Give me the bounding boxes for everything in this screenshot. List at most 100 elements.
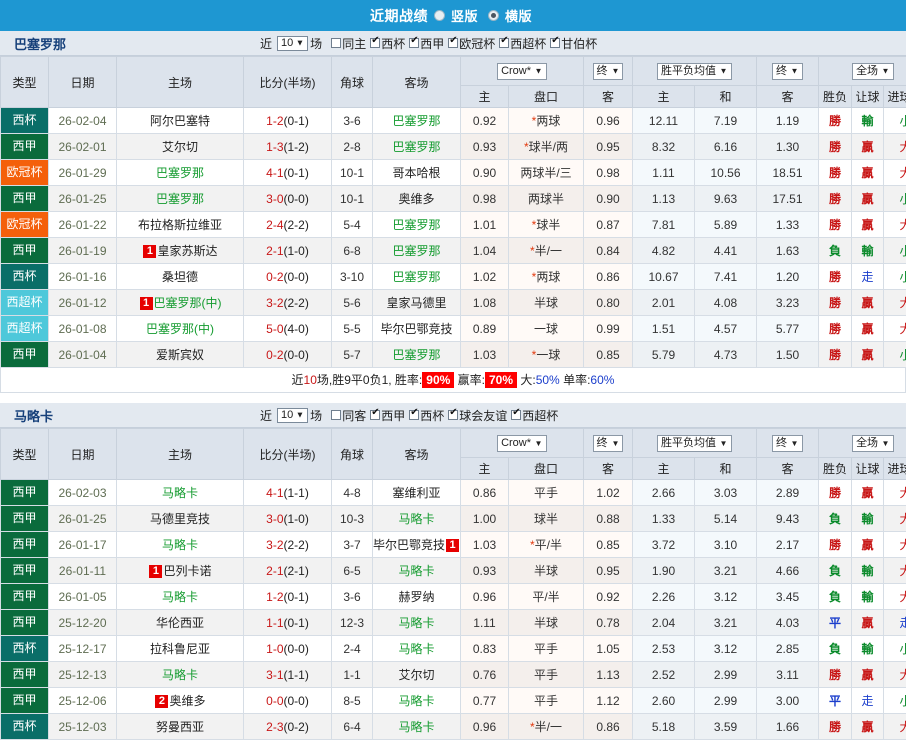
result-wl-cell: 負 bbox=[818, 505, 853, 532]
league-checkbox-2-3[interactable] bbox=[511, 407, 522, 420]
result-ou-cell: 大 bbox=[883, 479, 906, 506]
league-checkbox-1-1[interactable] bbox=[409, 35, 420, 48]
handicap-value: *两球 bbox=[531, 114, 561, 128]
col-type: 类型 bbox=[0, 56, 49, 108]
league-checkbox-1-0[interactable] bbox=[370, 35, 381, 48]
table-row[interactable]: 西甲 26-01-17 马略卡 3-2(2-2) 3-7 毕尔巴鄂竞技 1 1.03 *平/半 0… bbox=[0, 531, 906, 558]
league-checkbox-2-1[interactable] bbox=[409, 407, 420, 420]
scope-select-1[interactable]: 全场 ▼ bbox=[852, 62, 894, 80]
result-handicap: 贏 bbox=[861, 720, 874, 734]
stage-select-2[interactable]: 终 ▼ bbox=[592, 434, 624, 452]
table-row[interactable]: 西杯 25-12-17 拉科鲁尼亚 1-0(0-0) 2-4 马略卡 0.83 平手 1.05 2… bbox=[0, 635, 906, 662]
view-radio-horizontal[interactable] bbox=[488, 10, 499, 21]
eu-odds-draw: 4.41 bbox=[713, 243, 738, 258]
result-hc-cell: 輸 bbox=[851, 107, 885, 134]
league-checkbox-2-0[interactable] bbox=[370, 407, 381, 420]
result-wl-cell: 負 bbox=[818, 583, 853, 610]
league-badge: 西甲 bbox=[1, 610, 48, 635]
stage-select-2-2[interactable]: 终 ▼ bbox=[772, 434, 803, 452]
table-row[interactable]: 西杯 25-12-03 努曼西亚 2-3(0-2) 6-4 马略卡 0.96 *半/一 0.86… bbox=[0, 713, 906, 740]
eu-guest-cell: 1.20 bbox=[756, 263, 820, 290]
eu-guest-cell: 3.11 bbox=[756, 661, 820, 688]
table-row[interactable]: 西甲 25-12-13 马略卡 3-1(1-1) 1-1 艾尔切 0.76 平手 1.13 2.5… bbox=[0, 661, 906, 688]
league-checkbox-1-3[interactable] bbox=[499, 35, 510, 48]
summary-hc-label: 赢率: bbox=[457, 373, 485, 387]
same-venue-checkbox-2[interactable] bbox=[331, 410, 342, 420]
avg-select-2[interactable]: 胜平负均值 ▼ bbox=[657, 434, 732, 452]
result-ou-cell: 小 bbox=[883, 341, 906, 368]
table-row[interactable]: 西超杯 26-01-12 1 巴塞罗那(中) 3-2(2-2) 5-6 皇家马德里 1.08 半… bbox=[0, 289, 906, 316]
table-row[interactable]: 西甲 26-01-25 马德里竞技 3-0(1-0) 10-3 马略卡 1.00 球半 0.88… bbox=[0, 505, 906, 532]
recent-suffix-1: 场 bbox=[310, 36, 323, 51]
league-badge: 西甲 bbox=[1, 238, 48, 263]
scope-select-cell-1: 全场 ▼ bbox=[818, 56, 906, 86]
match-date: 25-12-03 bbox=[58, 719, 107, 734]
team-name: 巴塞罗那 bbox=[392, 348, 441, 362]
team-name: 马略卡 bbox=[398, 694, 435, 708]
league-checkbox-1-4[interactable] bbox=[550, 35, 561, 48]
league-label-2-2: 球会友谊 bbox=[459, 408, 508, 423]
company-select-1[interactable]: Crow* ▼ bbox=[497, 62, 547, 80]
result-wl-cell: 勝 bbox=[818, 289, 853, 316]
scope-select-2[interactable]: 全场 ▼ bbox=[852, 434, 894, 452]
result-ou-cell: 大 bbox=[883, 531, 906, 558]
corner-score: 4-8 bbox=[343, 485, 361, 500]
team-name: 皇家马德里 bbox=[386, 296, 447, 310]
match-date: 26-02-01 bbox=[58, 139, 107, 154]
stage-select-1[interactable]: 终 ▼ bbox=[592, 62, 624, 80]
away-team-cell: 哥本哈根 bbox=[372, 159, 461, 186]
table-row[interactable]: 西超杯 26-01-08 巴塞罗那(中) 5-0(4-0) 5-5 毕尔巴鄂竞技 0.89 一… bbox=[0, 315, 906, 342]
same-venue-checkbox-1[interactable] bbox=[331, 38, 342, 48]
result-wl-cell: 負 bbox=[818, 237, 853, 264]
result-handicap: 贏 bbox=[861, 218, 874, 232]
match-marker: 1 bbox=[446, 539, 460, 552]
team-name: 努曼西亚 bbox=[155, 720, 204, 734]
table-row[interactable]: 西甲 25-12-20 华伦西亚 1-1(0-1) 12-3 马略卡 1.11 半球 0.78 2… bbox=[0, 609, 906, 636]
league-checkbox-1-2[interactable] bbox=[448, 35, 459, 48]
score-cell: 2-4(2-2) bbox=[243, 211, 332, 238]
table-row[interactable]: 西甲 26-01-04 爱斯宾奴 0-2(0-0) 5-7 巴塞罗那 1.03 *一球 0.85… bbox=[0, 341, 906, 368]
team-name: 毕尔巴鄂竞技 bbox=[373, 538, 446, 552]
team-name: 爱斯宾奴 bbox=[155, 348, 204, 362]
table-row[interactable]: 西甲 26-01-11 1 巴列卡诺 2-1(2-1) 6-5 马略卡 0.93 半球 0.95 1… bbox=[0, 557, 906, 584]
result-win-lose: 負 bbox=[829, 564, 842, 578]
date-cell: 26-01-11 bbox=[48, 557, 117, 584]
eu-odds-draw: 3.21 bbox=[713, 563, 738, 578]
score-cell: 3-0(0-0) bbox=[243, 185, 332, 212]
company-select-2[interactable]: Crow* ▼ bbox=[497, 434, 547, 452]
table-row[interactable]: 西杯 26-01-16 桑坦德 0-2(0-0) 3-10 巴塞罗那 1.02 *两球 0.86… bbox=[0, 263, 906, 290]
table-row[interactable]: 西甲 26-01-25 巴塞罗那 3-0(0-0) 10-1 奥维多 0.98 两球半 0.90… bbox=[0, 185, 906, 212]
odds-guest: 0.92 bbox=[596, 589, 620, 604]
odds-host: 0.98 bbox=[472, 191, 497, 206]
team-filter-bar-1: 巴塞罗那 近 10▼ 场 同主 西杯 西甲 欧冠杯 西超杯 甘伯杯 bbox=[0, 31, 906, 56]
view-radio-vertical[interactable] bbox=[433, 10, 445, 21]
match-score: 3-2(2-2) bbox=[266, 537, 309, 552]
eu-draw-cell: 3.12 bbox=[693, 583, 758, 610]
home-team-cell: 巴塞罗那(中) bbox=[116, 315, 244, 342]
avg-select-1[interactable]: 胜平负均值 ▼ bbox=[657, 62, 732, 80]
team-name: 马略卡 bbox=[161, 538, 198, 552]
odds-guest-cell: 0.86 bbox=[583, 263, 633, 290]
league-type-cell: 西甲 bbox=[0, 583, 49, 610]
odds-host-cell: 1.11 bbox=[460, 609, 509, 636]
score-cell: 5-0(4-0) bbox=[243, 315, 332, 342]
table-row[interactable]: 西甲 26-02-01 艾尔切 1-3(1-2) 2-8 巴塞罗那 0.93 *球半/两 0.9… bbox=[0, 133, 906, 160]
table-row[interactable]: 西甲 25-12-06 2 奥维多 0-0(0-0) 8-5 马略卡 0.77 平手 1.12 2.… bbox=[0, 687, 906, 714]
score-cell: 0-2(0-0) bbox=[243, 341, 332, 368]
match-count-select-2[interactable]: 10 ▼ bbox=[277, 407, 309, 423]
odds-host: 0.90 bbox=[472, 165, 497, 180]
table-row[interactable]: 欧冠杯 26-01-22 布拉格斯拉维亚 2-4(2-2) 5-4 巴塞罗那 1.01 *球半… bbox=[0, 211, 906, 238]
table-row[interactable]: 西杯 26-02-04 阿尔巴塞特 1-2(0-1) 3-6 巴塞罗那 0.92 *两球 0.9… bbox=[0, 107, 906, 134]
table-row[interactable]: 欧冠杯 26-01-29 巴塞罗那 4-1(0-1) 10-1 哥本哈根 0.90 两球半/三… bbox=[0, 159, 906, 186]
result-hc-cell: 輸 bbox=[851, 583, 885, 610]
table-row[interactable]: 西甲 26-01-05 马略卡 1-2(0-1) 3-6 赫罗纳 0.96 平/半 0.92 2.… bbox=[0, 583, 906, 610]
table-row[interactable]: 西甲 26-02-03 马略卡 4-1(1-1) 4-8 塞维利亚 0.86 平手 1.02 2.… bbox=[0, 479, 906, 506]
score-cell: 1-2(0-1) bbox=[243, 583, 332, 610]
handicap-value: 平手 bbox=[533, 486, 558, 500]
match-date: 26-02-03 bbox=[58, 485, 107, 500]
league-checkbox-2-2[interactable] bbox=[448, 407, 459, 420]
table-row[interactable]: 西甲 26-01-19 1 皇家苏斯达 2-1(1-0) 6-8 巴塞罗那 1.04 *半/一 0… bbox=[0, 237, 906, 264]
match-count-select-1[interactable]: 10 ▼ bbox=[277, 35, 309, 51]
stage-select-2-1[interactable]: 终 ▼ bbox=[772, 62, 803, 80]
result-hc-cell: 贏 bbox=[851, 289, 885, 316]
